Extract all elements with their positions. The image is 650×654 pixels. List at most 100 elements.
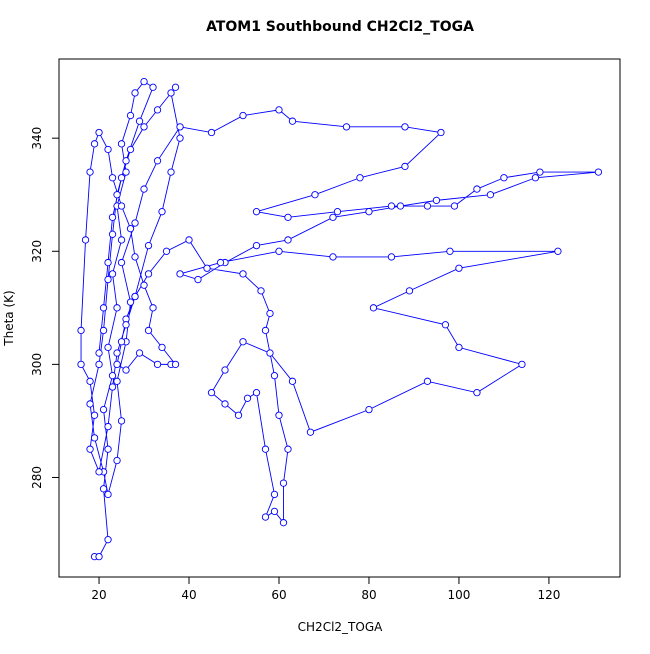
point (113, 191, 121, 199)
point (554, 247, 562, 255)
point (108, 230, 117, 238)
point (86, 400, 94, 408)
point (531, 174, 540, 182)
point (149, 304, 157, 312)
point (108, 372, 117, 380)
point (311, 191, 319, 199)
point (113, 456, 121, 465)
x-tick-label: 120 (537, 588, 560, 602)
point (185, 236, 193, 244)
point (140, 123, 148, 131)
point (284, 445, 292, 453)
point (401, 162, 409, 171)
point (365, 405, 373, 414)
point (144, 326, 153, 335)
point (239, 270, 247, 278)
point (122, 157, 130, 165)
point (234, 411, 243, 419)
point (99, 485, 108, 493)
point (365, 208, 373, 216)
point (266, 309, 274, 318)
point (216, 258, 225, 267)
point (149, 83, 157, 91)
x-tick-label: 40 (181, 588, 196, 602)
point (432, 196, 441, 205)
x-tick-label: 60 (271, 588, 286, 602)
point (207, 388, 216, 397)
point (176, 270, 184, 278)
x-tick-label: 100 (447, 588, 470, 602)
point (86, 377, 94, 385)
point (288, 377, 297, 385)
point (221, 366, 229, 374)
point (167, 168, 175, 176)
point (437, 128, 445, 137)
point (113, 349, 121, 357)
point (423, 202, 432, 210)
point (113, 377, 121, 385)
point (122, 321, 130, 329)
point (77, 326, 85, 335)
point (387, 202, 396, 210)
point (153, 106, 162, 114)
point (99, 304, 108, 312)
point (284, 213, 292, 221)
point (257, 287, 265, 295)
x-tick-label: 80 (361, 588, 376, 602)
point (356, 174, 364, 182)
point (86, 445, 94, 453)
point (536, 168, 544, 176)
point (117, 140, 126, 148)
y-tick-label: 300 (30, 353, 44, 376)
point (176, 134, 184, 142)
point (266, 349, 274, 357)
point (158, 343, 166, 352)
point (126, 225, 135, 233)
point (261, 445, 270, 453)
point (171, 83, 180, 91)
point (117, 338, 126, 346)
point (446, 247, 454, 255)
point (95, 552, 103, 561)
plot-frame (58, 58, 621, 578)
point (275, 411, 283, 419)
point (333, 208, 342, 216)
point (90, 140, 99, 148)
point (104, 536, 112, 544)
point (203, 264, 211, 272)
point (167, 89, 175, 97)
point (275, 106, 283, 114)
y-axis-label: Theta (K) (2, 290, 16, 346)
point (252, 208, 261, 216)
point (243, 394, 252, 402)
point (486, 191, 495, 199)
point (284, 236, 292, 244)
point (252, 388, 261, 397)
point (95, 349, 103, 357)
point (144, 270, 153, 278)
point (387, 253, 396, 261)
point (401, 123, 409, 131)
point (99, 326, 108, 335)
point (207, 128, 216, 137)
point (306, 428, 315, 436)
point (171, 360, 180, 369)
point (450, 202, 459, 210)
point (131, 253, 139, 261)
point (279, 479, 288, 487)
point (126, 111, 135, 120)
point (99, 405, 108, 414)
point (117, 174, 126, 182)
point (441, 321, 450, 329)
point (126, 145, 135, 154)
point (108, 270, 117, 278)
point (140, 77, 148, 86)
point (95, 128, 103, 137)
point (104, 445, 112, 453)
point (270, 490, 279, 499)
point (329, 213, 337, 221)
point (144, 241, 153, 250)
point (126, 298, 135, 306)
point (122, 168, 130, 176)
